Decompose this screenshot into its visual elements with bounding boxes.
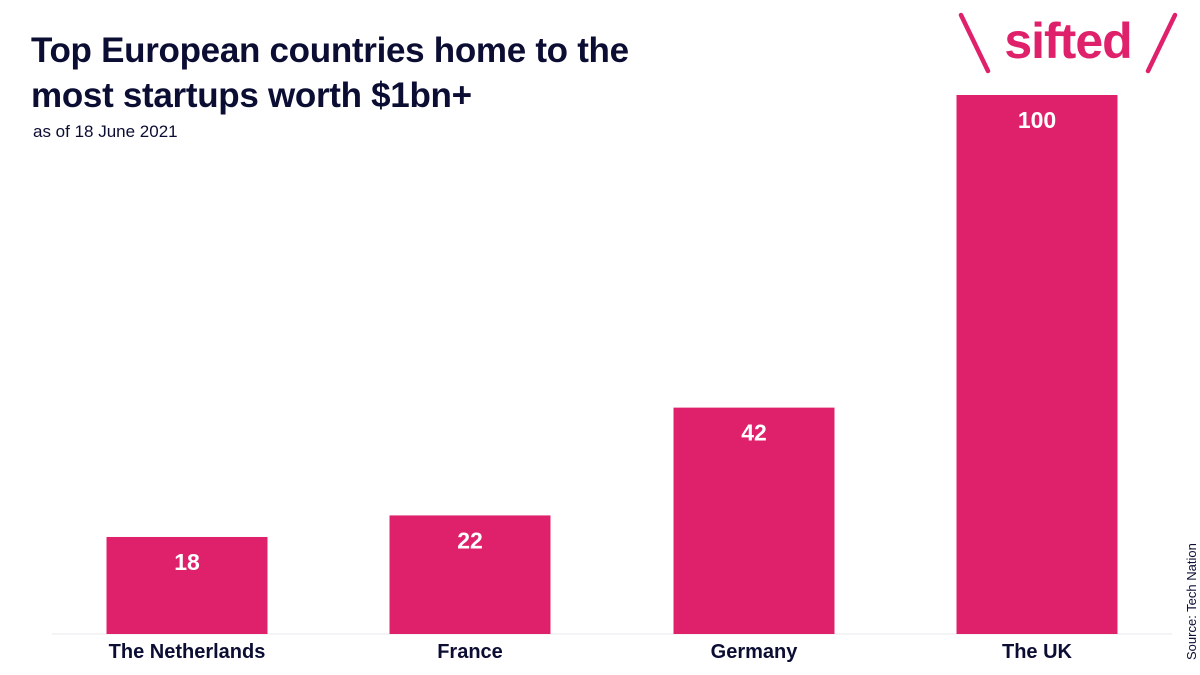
- category-label: France: [437, 641, 503, 663]
- logo-wordmark: sifted: [1004, 13, 1132, 69]
- category-label: The Netherlands: [109, 641, 266, 663]
- bar-value-label: 42: [741, 420, 767, 446]
- bar: [956, 95, 1118, 634]
- category-label: Germany: [711, 641, 799, 663]
- bar-value-label: 22: [457, 527, 483, 553]
- bar-value-label: 100: [1018, 107, 1056, 133]
- sifted-logo: sifted: [958, 12, 1178, 74]
- bar: [389, 515, 551, 634]
- logo-slashes: [958, 12, 1178, 74]
- bar-value-label: 18: [174, 549, 200, 575]
- category-label: The UK: [1002, 641, 1073, 663]
- bar: [106, 536, 268, 634]
- source-note: Source: Tech Nation: [1184, 543, 1199, 660]
- chart-subtitle: as of 18 June 2021: [33, 122, 178, 141]
- bar: [673, 407, 835, 634]
- bars-group: 18 The Netherlands 22 France 42 Germany 100 The…: [106, 95, 1118, 663]
- chart-title: Top European countries home to the most …: [31, 31, 629, 115]
